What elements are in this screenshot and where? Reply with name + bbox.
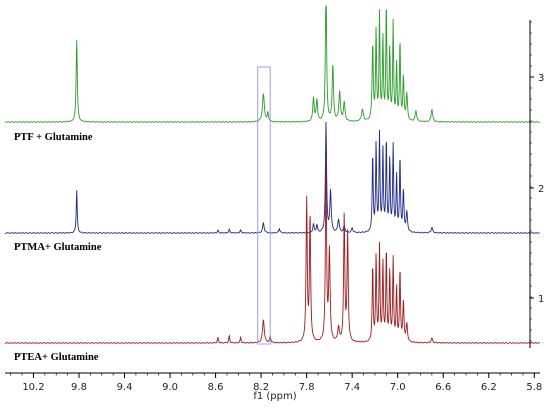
x-tick-label: 7.4 xyxy=(344,382,360,393)
x-tick-label: 5.8 xyxy=(526,382,542,393)
spectrum-trace-1 xyxy=(4,163,540,344)
y-tick-label: 1 xyxy=(538,294,544,305)
spectrum-trace-3 xyxy=(4,5,541,123)
x-tick-label: 8.2 xyxy=(253,382,269,393)
x-tick-label: 7.8 xyxy=(299,382,315,393)
x-axis: 10.2 9.8 9.4 9.0 8.6 8.2 7.8 7.4 7.0 6.6 6.2 5.8 xyxy=(5,372,542,393)
y-axis: 1 2 3 xyxy=(529,20,544,348)
x-tick-label: 9.8 xyxy=(71,382,87,393)
x-tick-label: 10.2 xyxy=(22,382,44,393)
spectra-layer xyxy=(4,5,541,344)
x-tick-label: 6.6 xyxy=(435,382,451,393)
x-axis-title: f1 (ppm) xyxy=(253,391,296,402)
series-label-2: PTMA+ Glutamine xyxy=(14,242,102,253)
series-labels-layer: PTF + Glutamine PTMA+ Glutamine PTEA+ Glut… xyxy=(14,132,102,363)
y-tick-label: 2 xyxy=(538,184,544,195)
y-tick-label: 3 xyxy=(538,73,544,84)
spectrum-trace-2 xyxy=(4,122,540,234)
x-tick-label: 8.6 xyxy=(208,382,224,393)
highlight-box xyxy=(257,66,271,345)
series-label-3: PTF + Glutamine xyxy=(14,132,93,143)
x-tick-label: 7.0 xyxy=(390,382,406,393)
series-label-1: PTEA+ Glutamine xyxy=(14,352,99,363)
x-tick-label: 6.2 xyxy=(481,382,497,393)
x-tick-label: 9.4 xyxy=(117,382,133,393)
x-tick-label: 9.0 xyxy=(162,382,178,393)
